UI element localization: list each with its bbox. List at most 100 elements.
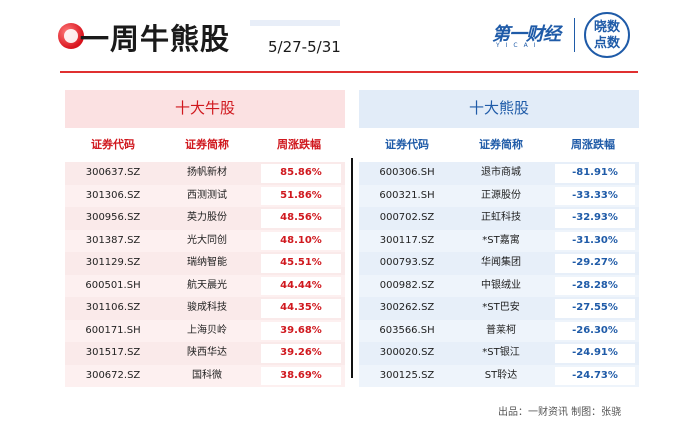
table-row: 300672.SZ 国科微 38.69% (65, 364, 345, 387)
stock-name: *ST巴安 (482, 302, 520, 313)
table-row: 000702.SZ 正虹科技 -32.93% (359, 207, 639, 230)
table-row: 301306.SZ 西测测试 51.86% (65, 184, 345, 207)
stock-code: 300117.SZ (379, 234, 435, 246)
table-row: 600321.SH 正源股份 -33.33% (359, 184, 639, 207)
table-row: 300125.SZ ST聆达 -24.73% (359, 364, 639, 387)
bull-table-body: 300637.SZ 扬帆新材 85.86% 301306.SZ 西测测试 51.86% 30… (65, 162, 345, 387)
stock-code: 000982.SZ (379, 279, 435, 291)
column-header-change: 周涨跌幅 (277, 138, 321, 151)
stock-code: 603566.SH (379, 324, 435, 336)
stock-code: 000793.SZ (379, 257, 435, 268)
stock-name: 上海贝岭 (187, 324, 227, 336)
weekly-change: 85.86% (261, 164, 341, 183)
stock-code: 301306.SZ (85, 189, 141, 201)
weekly-change: 51.86% (261, 186, 341, 205)
stock-name: 扬帆新材 (187, 167, 227, 178)
red-circle-logo-icon (58, 23, 84, 49)
weekly-change: -24.73% (555, 366, 635, 385)
header: 一周牛熊股 5/27-5/31 第一财经 YICAI 晓数 点数 (0, 0, 700, 76)
stock-code: 301106.SZ (85, 302, 141, 313)
panel-divider (351, 158, 353, 378)
stock-name: *ST银江 (482, 347, 520, 358)
weekly-change: 39.68% (261, 321, 341, 340)
stock-name: 正源股份 (481, 189, 521, 201)
stock-name: 英力股份 (187, 212, 227, 223)
stock-code: 300262.SZ (379, 302, 435, 313)
weekly-change: -28.28% (555, 276, 635, 295)
bear-column-headers: 证券代码 证券简称 周涨跌幅 (359, 132, 639, 158)
table-row: 000793.SZ 华闻集团 -29.27% (359, 252, 639, 275)
table-row: 300956.SZ 英力股份 48.56% (65, 207, 345, 230)
table-row: 000982.SZ 中银绒业 -28.28% (359, 274, 639, 297)
stock-name: 骏成科技 (187, 302, 227, 313)
bear-stocks-panel: 十大熊股 证券代码 证券简称 周涨跌幅 600306.SH 退市商城 -81.91%… (359, 90, 639, 387)
date-range: 5/27-5/31 (268, 38, 341, 56)
title-accent-bar (250, 20, 340, 26)
brand-divider (574, 18, 575, 52)
weekly-change: -81.91% (555, 164, 635, 183)
table-row: 300117.SZ *ST嘉寓 -31.30% (359, 229, 639, 252)
bull-stocks-panel: 十大牛股 证券代码 证券简称 周涨跌幅 300637.SZ 扬帆新材 85.86% 3… (65, 90, 345, 387)
stock-code: 600321.SH (379, 189, 435, 201)
page-title: 一周牛熊股 (80, 22, 231, 56)
stock-code: 301387.SZ (85, 234, 141, 246)
weekly-change: 48.10% (261, 231, 341, 250)
badge-line-1: 晓数 (593, 20, 620, 35)
weekly-change: 44.35% (261, 299, 341, 318)
table-row: 600306.SH 退市商城 -81.91% (359, 162, 639, 185)
weekly-change: 39.26% (261, 344, 341, 363)
weekly-change: -26.30% (555, 321, 635, 340)
stock-code: 000702.SZ (379, 212, 435, 223)
stock-code: 600171.SH (85, 324, 141, 336)
table-row: 603566.SH 普莱柯 -26.30% (359, 319, 639, 342)
stock-code: 600501.SH (85, 279, 141, 291)
table-row: 600171.SH 上海贝岭 39.68% (65, 319, 345, 342)
table-row: 301129.SZ 瑞纳智能 45.51% (65, 252, 345, 275)
weekly-change: -27.55% (555, 299, 635, 318)
weekly-change: 44.44% (261, 276, 341, 295)
header-rule (60, 71, 638, 73)
table-row: 300020.SZ *ST银江 -24.91% (359, 342, 639, 365)
table-row: 301106.SZ 骏成科技 44.35% (65, 297, 345, 320)
column-header-change: 周涨跌幅 (571, 138, 615, 151)
stock-name: 陕西华达 (187, 347, 227, 358)
stock-code: 300020.SZ (379, 347, 435, 358)
column-header-code: 证券代码 (91, 138, 135, 151)
weekly-change: 45.51% (261, 254, 341, 273)
table-row: 301517.SZ 陕西华达 39.26% (65, 342, 345, 365)
table-row: 300637.SZ 扬帆新材 85.86% (65, 162, 345, 185)
badge-line-2: 点数 (593, 36, 620, 51)
bull-panel-title: 十大牛股 (65, 90, 345, 128)
source-credit: 出品：一财资讯 制图：张骁 (498, 407, 622, 418)
stock-code: 300672.SZ (85, 369, 141, 381)
bear-table-body: 600306.SH 退市商城 -81.91% 600321.SH 正源股份 -33.33%… (359, 162, 639, 387)
column-header-name: 证券简称 (479, 138, 523, 151)
stock-code: 300956.SZ (85, 212, 141, 223)
stock-code: 300125.SZ (379, 369, 435, 381)
weekly-change: 38.69% (261, 366, 341, 385)
table-row: 300262.SZ *ST巴安 -27.55% (359, 297, 639, 320)
bear-panel-title: 十大熊股 (359, 90, 639, 128)
stock-name: 退市商城 (481, 167, 521, 178)
stock-name: 西测测试 (187, 189, 227, 201)
stock-name: 国科微 (192, 369, 222, 381)
xiaoshu-badge-icon: 晓数 点数 (584, 12, 630, 58)
stock-code: 300637.SZ (85, 167, 141, 178)
stock-code: 600306.SH (379, 167, 435, 178)
column-header-code: 证券代码 (385, 138, 429, 151)
stock-name: ST聆达 (484, 369, 518, 381)
weekly-change: -24.91% (555, 344, 635, 363)
table-row: 600501.SH 航天晨光 44.44% (65, 274, 345, 297)
bull-column-headers: 证券代码 证券简称 周涨跌幅 (65, 132, 345, 158)
stock-name: 华闻集团 (481, 257, 521, 268)
weekly-change: -33.33% (555, 186, 635, 205)
stock-name: 瑞纳智能 (187, 257, 227, 268)
stock-name: *ST嘉寓 (482, 234, 520, 246)
column-header-name: 证券简称 (185, 138, 229, 151)
stock-name: 普莱柯 (486, 324, 516, 336)
stock-name: 正虹科技 (481, 212, 521, 223)
stock-name: 光大同创 (187, 234, 227, 246)
brand-logo: 第一财经 (492, 24, 561, 45)
stock-name: 中银绒业 (481, 279, 521, 291)
weekly-change: -29.27% (555, 254, 635, 273)
